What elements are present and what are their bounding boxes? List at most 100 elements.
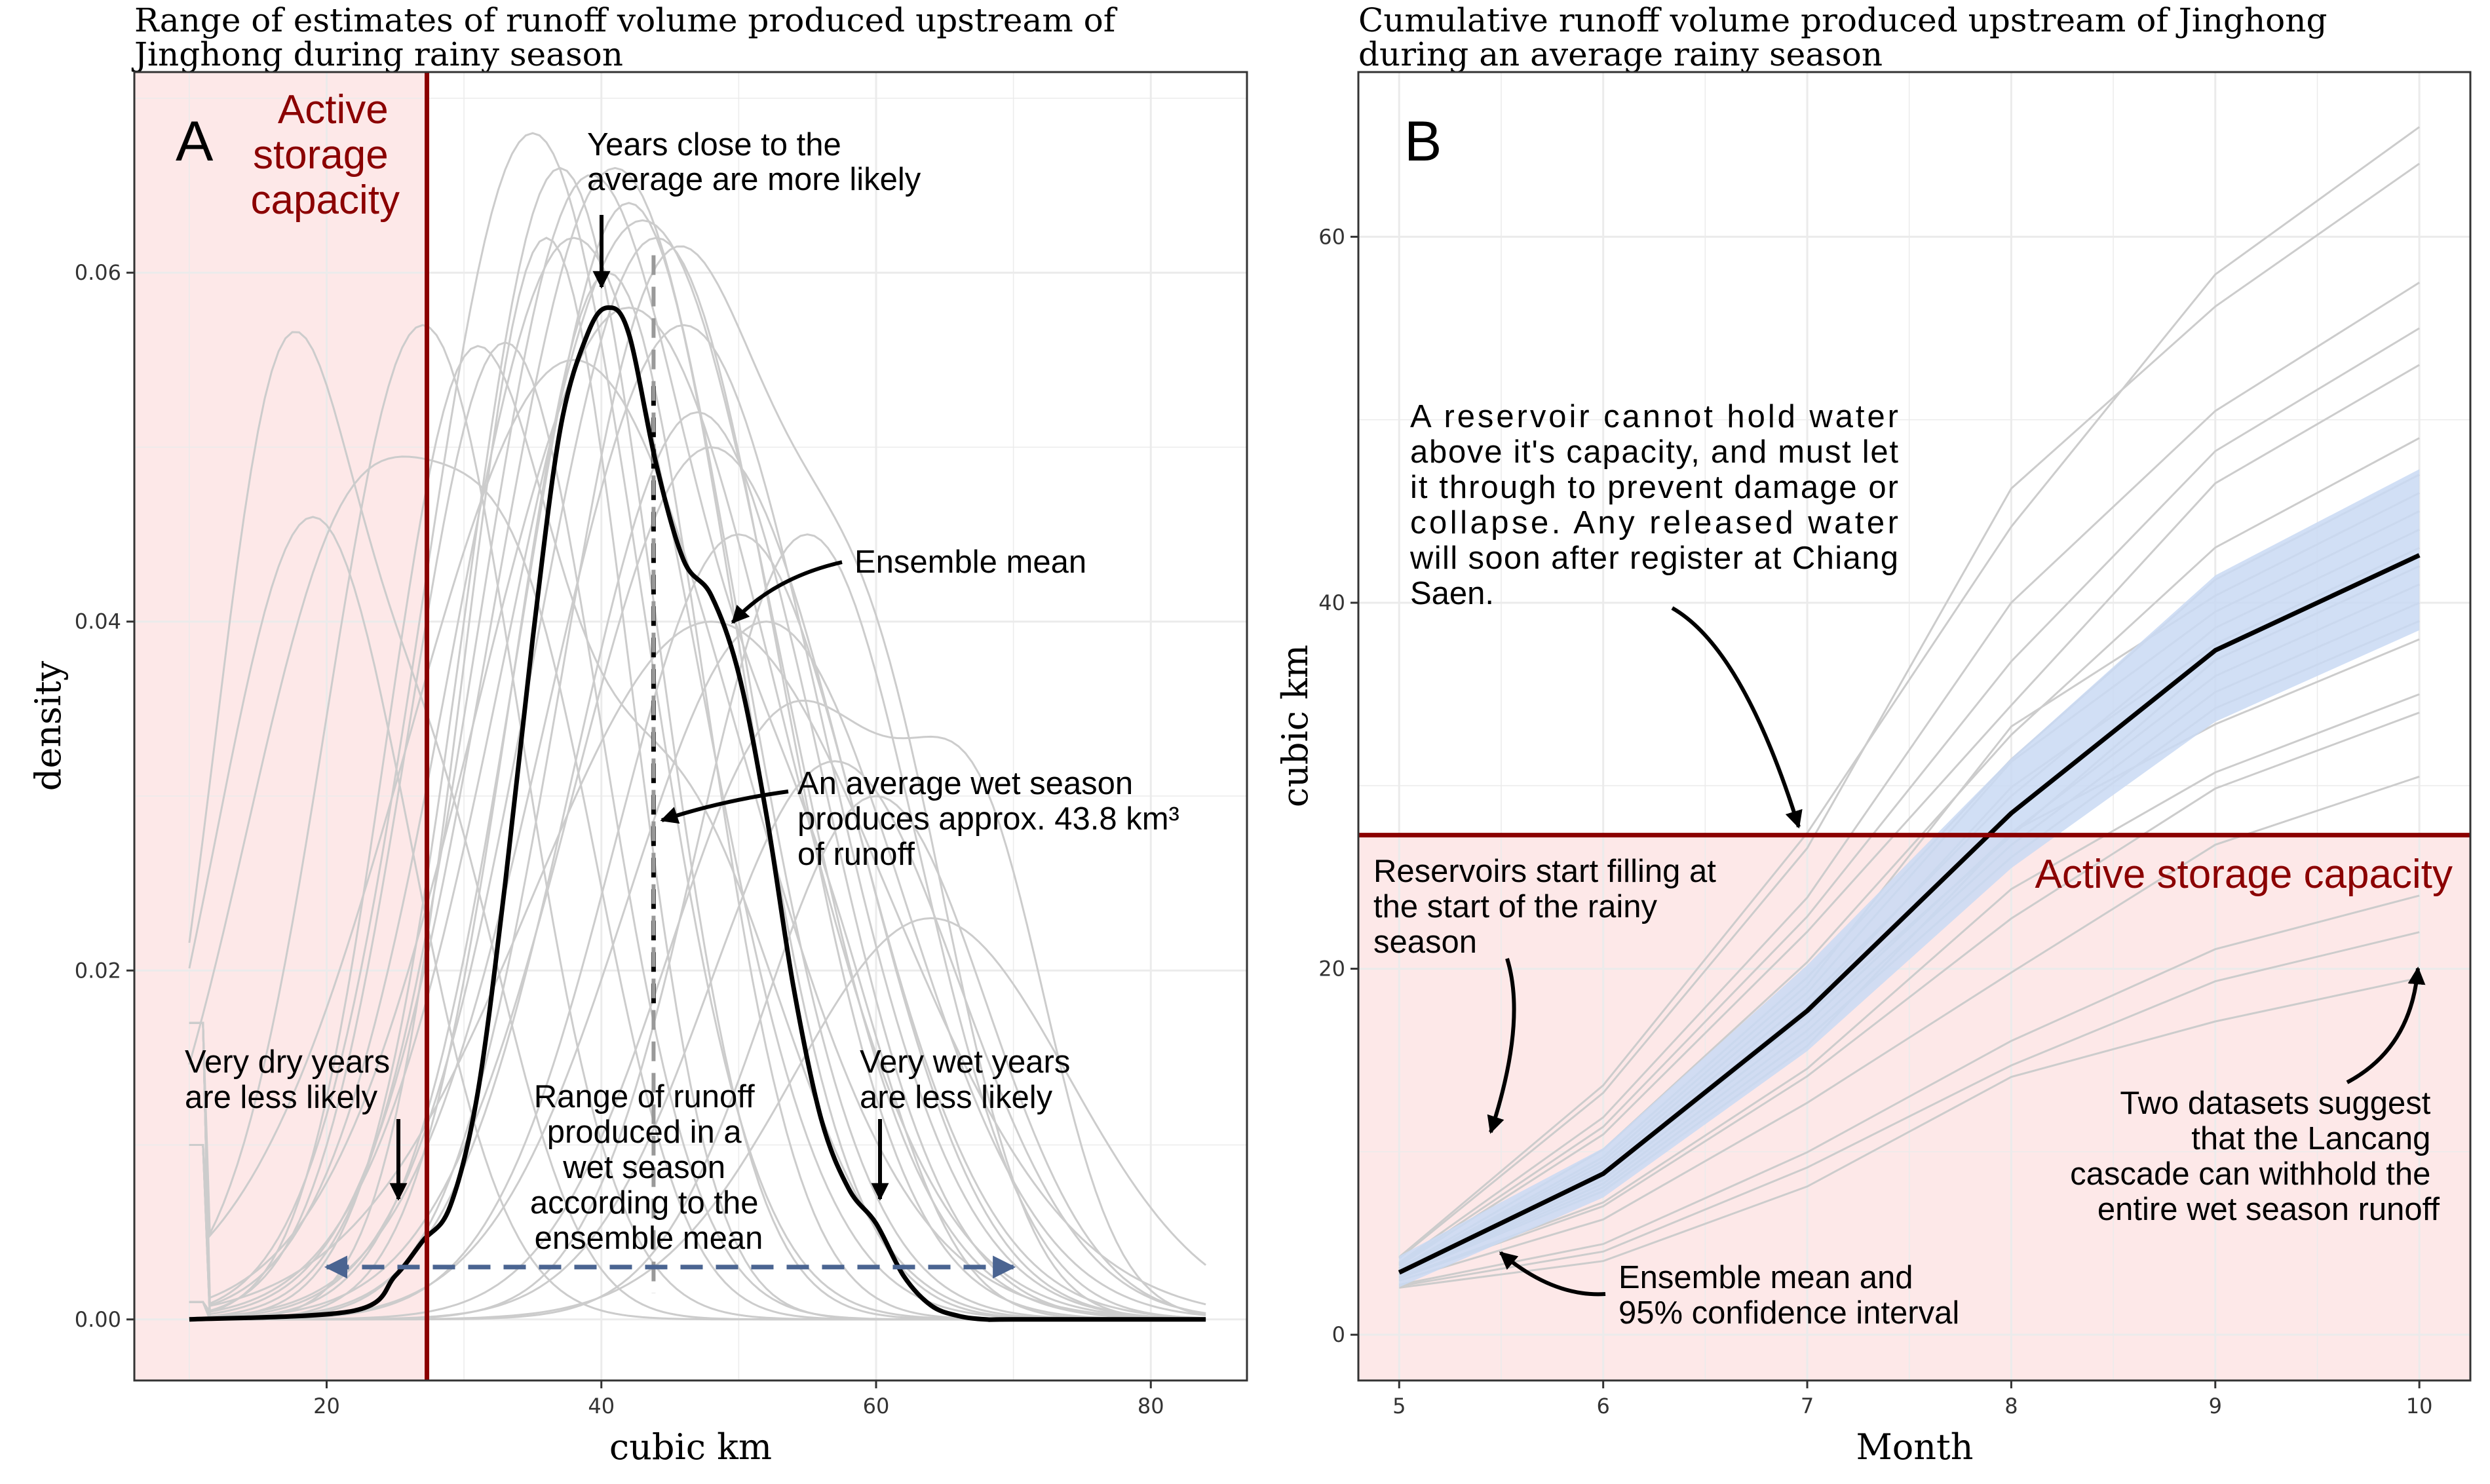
- panel-a-title-line-2: Jinghong during rainy season: [131, 35, 623, 73]
- annotation-ci: Ensemble mean and 95% confidence interva…: [1618, 1260, 1959, 1331]
- panel-b-title-line-1: Cumulative runoff volume produced upstre…: [1358, 1, 2327, 39]
- annotation-wet-line-1: Very wet years: [860, 1044, 1070, 1080]
- annotation-dry-line-2: are less likely: [185, 1080, 378, 1115]
- annotation-average-line-1: An average wet season: [797, 766, 1133, 801]
- panel-a-density-chart: Range of estimates of runoff volume prod…: [28, 1, 1248, 1468]
- annotation-average: An average wet season produces approx. 4…: [797, 766, 1188, 872]
- annotation-ci-line-2: 95% confidence interval: [1618, 1295, 1959, 1331]
- annotation-wet-line-2: are less likely: [860, 1080, 1053, 1115]
- annotation-range-line-4: according to the: [530, 1185, 759, 1221]
- annotation-ci-line-1: Ensemble mean and: [1618, 1260, 1913, 1295]
- panel-b-cumulative-chart: Cumulative runoff volume produced upstre…: [1274, 1, 2472, 1468]
- annotation-withhold-line-4: entire wet season runoff: [2097, 1192, 2440, 1227]
- arrow-ci: [1499, 1251, 1606, 1297]
- ensemble-member-curve: [189, 306, 1206, 1320]
- ensemble-member-line: [1398, 364, 2420, 1267]
- ensemble-member-curve: [189, 358, 1206, 1320]
- y-tick-label: 20: [1318, 957, 1345, 981]
- panel-a-x-axis-title: cubic km: [609, 1426, 772, 1468]
- arrow-average: [660, 790, 789, 824]
- x-tick-label: 5: [1392, 1394, 1406, 1418]
- x-tick-label: 60: [863, 1394, 890, 1418]
- y-tick-label: 40: [1318, 590, 1345, 615]
- y-tick-label: 0: [1332, 1322, 1345, 1347]
- annotation-ensemble-mean: Ensemble mean: [854, 544, 1086, 580]
- panel-a-y-axis-title: density: [28, 660, 69, 791]
- ensemble-member-line: [1399, 931, 2420, 1287]
- ensemble-member-line: [1398, 126, 2421, 1258]
- x-tick-label: 20: [313, 1394, 340, 1418]
- annotation-withhold-line-2: that the Lancang: [2191, 1121, 2430, 1156]
- active-storage-label-a-line-3: capacity: [251, 178, 400, 223]
- annotation-wet-years: Very wet years are less likely: [860, 1044, 1079, 1115]
- ensemble-member-curve: [189, 245, 1206, 1321]
- annotation-filling-line-1: Reservoirs start filling at: [1373, 854, 1716, 889]
- arrow-filling: [1487, 958, 1516, 1134]
- panel-b-x-axis-title: Month: [1856, 1426, 1973, 1468]
- panel-a-x-ticks: 20 40 60 80: [313, 1380, 1164, 1418]
- annotation-range-line-2: produced in a: [547, 1114, 742, 1150]
- ensemble-member-line: [1398, 693, 2420, 1279]
- active-storage-region: [134, 72, 427, 1380]
- ensemble-member-curve: [189, 411, 1206, 1320]
- panel-a-title-line-1: Range of estimates of runoff volume prod…: [134, 1, 1118, 39]
- panel-b-border: [1357, 71, 2472, 1382]
- annotation-reservoir-line-3: it through to prevent damage or: [1410, 470, 1898, 505]
- arrow-ensemble-mean: [731, 560, 843, 624]
- arrow-reservoir: [1671, 606, 1803, 829]
- y-tick-label: 0.06: [75, 260, 121, 285]
- annotation-average-line-3: of runoff: [797, 837, 915, 872]
- annotation-withhold-line-3: cascade can withhold the: [2070, 1156, 2430, 1192]
- panel-b-y-axis-title: cubic km: [1274, 645, 1316, 807]
- x-tick-label: 6: [1596, 1394, 1609, 1418]
- annotation-withhold-line-1: Two datasets suggest: [2120, 1086, 2430, 1121]
- x-tick-label: 10: [2406, 1394, 2433, 1418]
- active-storage-label-a: Active storage capacity: [251, 87, 400, 223]
- ensemble-member-line: [1399, 894, 2420, 1286]
- annotation-average-line-2: produces approx. 43.8 km³: [797, 801, 1179, 837]
- panel-a-y-ticks: 0.00 0.02 0.04 0.06: [75, 260, 134, 1332]
- ensemble-mean-cumulative-line: [1398, 553, 2421, 1275]
- annotation-withhold: Two datasets suggest that the Lancang ca…: [2070, 1086, 2440, 1227]
- arrow-withhold: [2346, 966, 2426, 1084]
- annotation-range: Range of runoff produced in a wet season…: [530, 1079, 767, 1256]
- annotation-reservoir-line-1: A reservoir cannot hold water: [1410, 399, 1898, 434]
- annotation-reservoir-line-2: above it's capacity, and must let: [1410, 434, 1898, 470]
- confidence-interval-band: [1399, 469, 2420, 1287]
- annotation-likely: Years close to the average are more like…: [587, 127, 921, 197]
- annotation-likely-line-2: average are more likely: [587, 162, 921, 197]
- annotation-range-line-1: Range of runoff: [534, 1079, 755, 1114]
- x-tick-label: 8: [2004, 1394, 2018, 1418]
- annotation-range-line-3: wet season: [562, 1150, 725, 1185]
- annotation-reservoir-line-4: collapse. Any released water: [1410, 505, 1898, 541]
- panel-b-x-ticks: 5 6 7 8 9 10: [1392, 1380, 2433, 1418]
- x-tick-label: 7: [1801, 1394, 1814, 1418]
- annotation-reservoir-line-6: Saen.: [1410, 576, 1494, 611]
- panel-b-title-line-2: during an average rainy season: [1358, 35, 1883, 73]
- annotation-filling: Reservoirs start filling at the start of…: [1373, 854, 1725, 960]
- ensemble-member-curve: [189, 446, 1206, 1320]
- annotation-ensemble-mean-line-1: Ensemble mean: [854, 544, 1086, 580]
- ensemble-member-line: [1398, 327, 2420, 1266]
- x-tick-label: 9: [2209, 1394, 2222, 1418]
- annotation-dry-line-1: Very dry years: [185, 1044, 390, 1080]
- active-storage-label-b: Active storage capacity: [2035, 852, 2453, 897]
- annotation-filling-line-2: the start of the rainy: [1373, 889, 1658, 924]
- annotation-range-line-5: ensemble mean: [535, 1221, 763, 1256]
- active-storage-label-a-line-2: storage: [253, 132, 389, 178]
- ensemble-member-line: [1398, 712, 2420, 1280]
- ensemble-member-line: [1399, 977, 2420, 1289]
- ensemble-member-line: [1398, 281, 2420, 1264]
- ensemble-member-curve: [189, 620, 1206, 1307]
- annotation-likely-line-1: Years close to the: [587, 127, 841, 162]
- ensemble-member-curve: [189, 917, 1207, 1321]
- annotation-reservoir: A reservoir cannot hold water above it's…: [1409, 399, 1910, 611]
- y-tick-label: 0.00: [75, 1307, 121, 1332]
- y-tick-label: 0.04: [75, 609, 121, 634]
- panel-a-grid: [134, 72, 1247, 1380]
- panel-a-border: [133, 71, 1248, 1382]
- x-tick-label: 80: [1138, 1394, 1164, 1418]
- annotation-reservoir-line-5: will soon after register at Chiang: [1409, 541, 1898, 576]
- annotation-dry-years: Very dry years are less likely: [185, 1044, 399, 1115]
